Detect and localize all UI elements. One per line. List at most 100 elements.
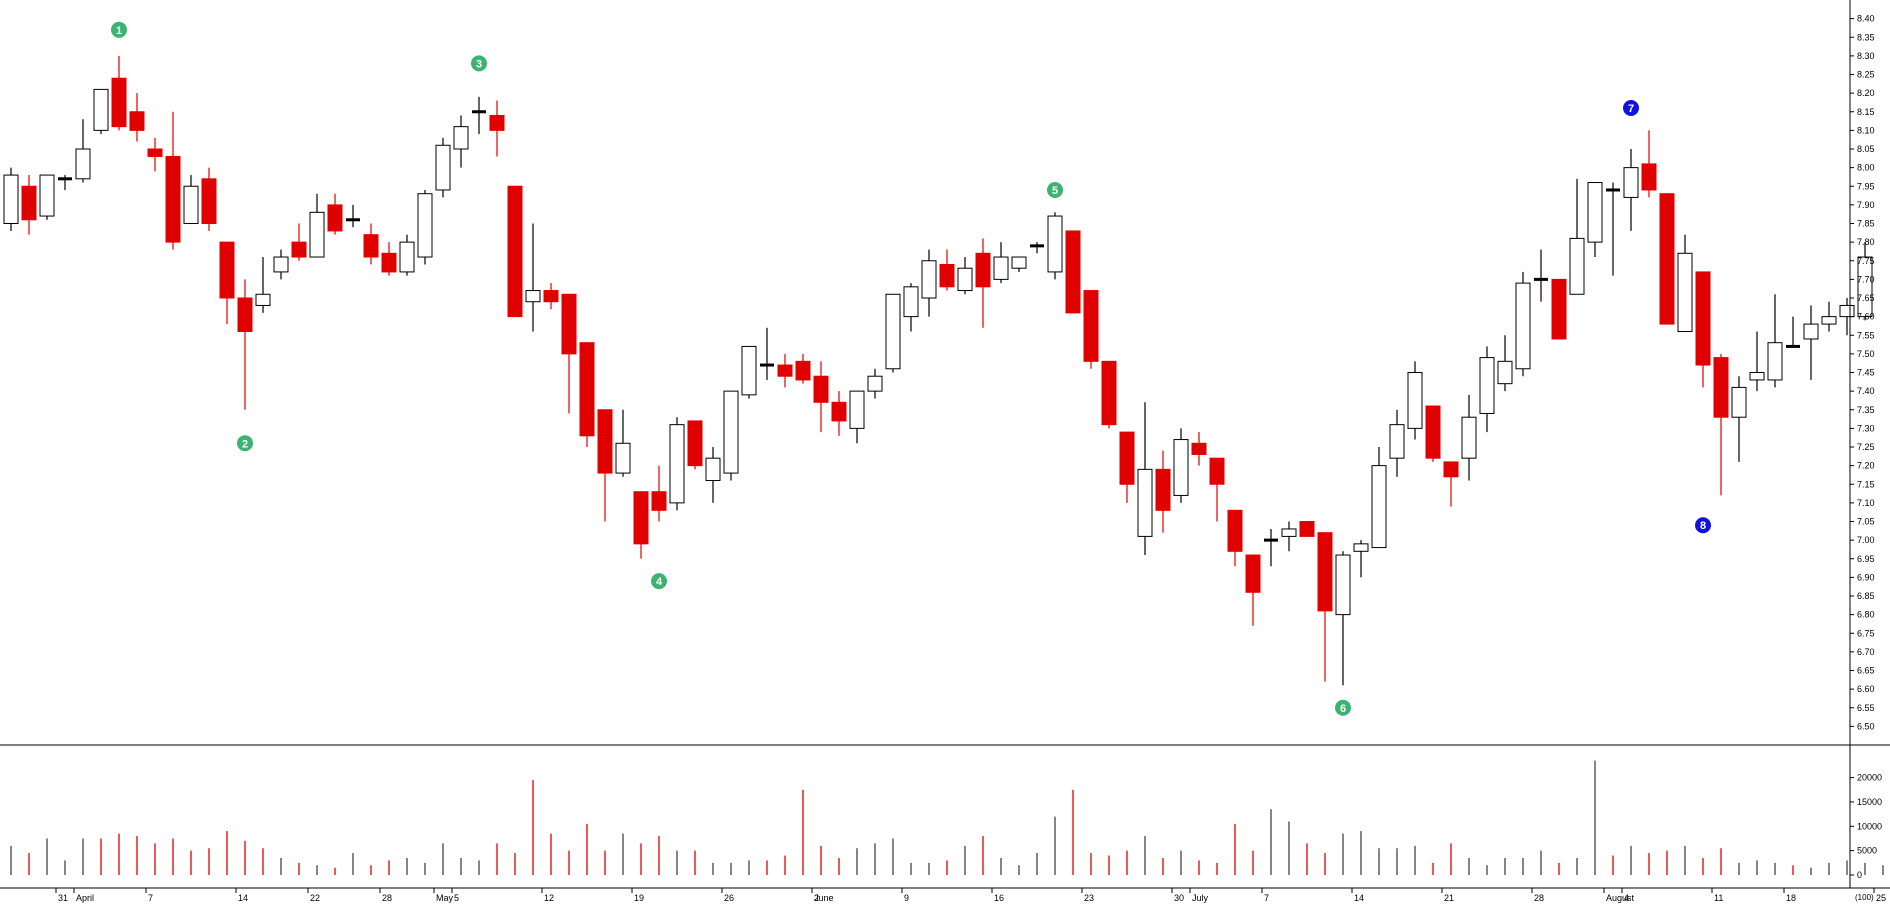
candle	[453, 115, 469, 168]
wave-marker-circle	[1623, 100, 1639, 117]
candle-body	[1443, 461, 1459, 478]
wave-marker-label: 4	[656, 576, 663, 588]
x-tick-label: 5	[454, 893, 459, 903]
candle-body	[21, 185, 37, 221]
volume-tick-label: 15000	[1857, 797, 1882, 807]
price-tick-label: 6.85	[1857, 591, 1875, 601]
price-tick-label: 8.20	[1857, 88, 1875, 98]
candle	[795, 353, 811, 384]
candle	[417, 189, 433, 265]
x-tick-label: 16	[994, 893, 1004, 903]
candle	[75, 119, 91, 183]
x-tick-label: 19	[634, 893, 644, 903]
price-tick-label: 8.05	[1857, 144, 1875, 154]
candle-body	[1173, 439, 1189, 496]
candle	[219, 241, 235, 325]
x-tick-label: 22	[310, 893, 320, 903]
wave-marker-circle	[651, 573, 667, 590]
x-tick-label: 30	[1174, 893, 1184, 903]
candle	[1749, 331, 1765, 392]
price-tick-label: 8.40	[1857, 14, 1875, 24]
wave-marker: 3	[471, 55, 487, 72]
candle-body	[1659, 193, 1675, 325]
candle-body	[1101, 360, 1117, 426]
x-tick-label: 9	[904, 893, 909, 903]
candle	[777, 353, 793, 388]
candle-body	[1731, 386, 1747, 418]
candle-body	[1083, 290, 1099, 362]
candle-body	[651, 491, 667, 511]
wave-marker-circle	[1047, 181, 1063, 198]
candle	[183, 175, 199, 224]
candle	[147, 137, 163, 172]
price-tick-label: 7.35	[1857, 405, 1875, 415]
candle-body	[255, 293, 271, 306]
candle-body	[1065, 230, 1081, 314]
candle	[1155, 450, 1171, 533]
candle-body	[1857, 256, 1873, 318]
candle	[813, 361, 829, 433]
candle-body	[867, 375, 883, 392]
candle	[489, 100, 505, 157]
x-tick-label: 7	[1264, 893, 1269, 903]
candle-body	[1515, 282, 1531, 370]
candle-body	[1299, 521, 1315, 537]
candle-body	[921, 260, 937, 299]
price-tick-label: 7.75	[1857, 256, 1875, 266]
candle	[723, 390, 739, 481]
candle	[1461, 394, 1477, 481]
x-tick-label: 26	[724, 893, 734, 903]
candle	[1353, 540, 1369, 578]
candle	[1606, 182, 1620, 276]
price-tick-label: 7.25	[1857, 442, 1875, 452]
candle-body	[1119, 431, 1135, 485]
candle	[1209, 457, 1225, 522]
price-tick-label: 7.50	[1857, 349, 1875, 359]
candle	[849, 390, 865, 444]
candle-body	[1245, 554, 1261, 593]
volume-tick-label: 10000	[1857, 821, 1882, 831]
wave-marker: 5	[1047, 181, 1063, 198]
candle-body	[417, 193, 433, 258]
candle	[561, 293, 577, 414]
candle	[399, 234, 415, 276]
candle-body	[1353, 543, 1369, 552]
candle-body	[1569, 237, 1585, 295]
price-tick-label: 7.85	[1857, 219, 1875, 229]
candle-body	[58, 177, 72, 181]
price-tick-label: 6.60	[1857, 684, 1875, 694]
volume-tick-label: 0	[1857, 870, 1862, 880]
x-tick-label: June	[814, 893, 834, 903]
x-tick-label: 11	[1714, 893, 1723, 903]
price-tick-label: 8.10	[1857, 125, 1875, 135]
candle	[93, 88, 109, 135]
candle-body	[597, 409, 613, 474]
candle-body	[1497, 360, 1513, 385]
candle	[1479, 346, 1495, 433]
wave-marker-label: 3	[476, 58, 482, 70]
wave-marker-circle	[1335, 699, 1351, 716]
candle	[1425, 405, 1441, 462]
candle-body	[615, 442, 631, 474]
candle	[472, 96, 486, 135]
candle	[1534, 249, 1548, 302]
candle	[201, 167, 217, 231]
candle-body	[831, 401, 847, 422]
candle	[543, 283, 559, 310]
candle	[579, 342, 595, 447]
candle	[1803, 305, 1819, 380]
price-tick-label: 7.80	[1857, 237, 1875, 247]
candle	[669, 417, 685, 511]
price-tick-label: 7.60	[1857, 312, 1875, 322]
candle	[1299, 521, 1315, 537]
candle-body	[1677, 252, 1693, 333]
candle-body	[1317, 532, 1333, 612]
candle	[363, 223, 379, 265]
wave-marker-label: 1	[116, 25, 122, 37]
candle-body	[1713, 357, 1729, 418]
price-tick-label: 8.35	[1857, 32, 1875, 42]
candle	[1281, 521, 1297, 552]
candle-body	[1749, 372, 1765, 381]
candle	[885, 293, 901, 373]
